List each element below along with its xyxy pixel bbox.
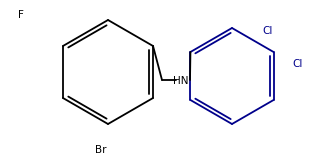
Text: Cl: Cl bbox=[292, 59, 302, 69]
Text: Cl: Cl bbox=[262, 26, 272, 36]
Text: F: F bbox=[18, 10, 24, 20]
Text: HN: HN bbox=[173, 76, 189, 86]
Text: Br: Br bbox=[95, 145, 107, 155]
